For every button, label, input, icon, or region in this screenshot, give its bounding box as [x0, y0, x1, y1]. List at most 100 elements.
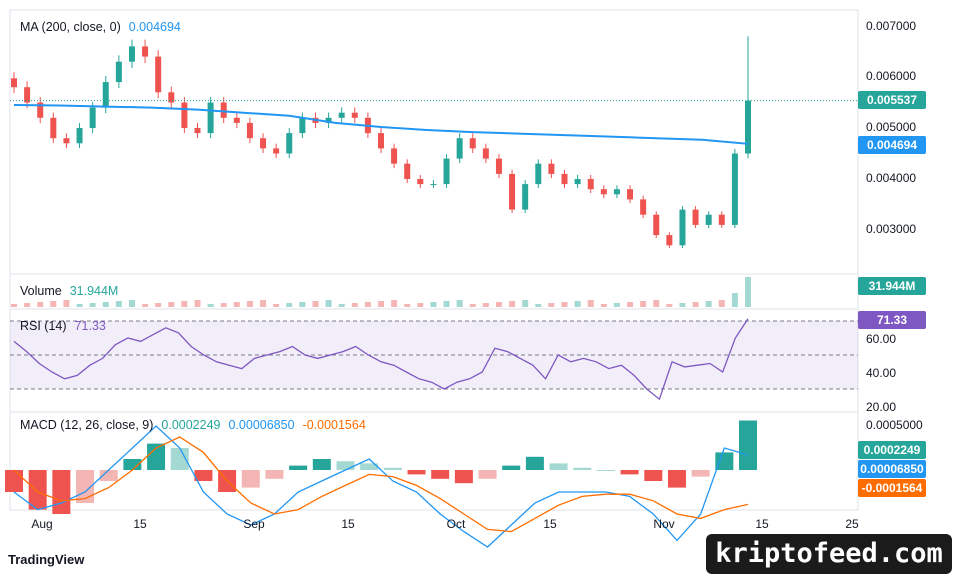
volume-bar: [653, 300, 660, 307]
macd-histogram-bar: [289, 465, 308, 470]
candle: [273, 148, 280, 154]
candle: [430, 184, 437, 186]
candle: [627, 189, 634, 200]
candle: [745, 100, 751, 154]
macd-hist-tag: 0.0002249: [858, 441, 926, 459]
ma-value-tag: 0.004694: [858, 136, 926, 154]
candle: [142, 46, 149, 57]
volume-bar: [679, 303, 686, 307]
candle: [260, 138, 267, 149]
x-tick: 25: [845, 517, 859, 531]
volume-bar: [286, 303, 293, 307]
current-price-tag: 0.005537: [858, 91, 926, 109]
volume-legend: Volume 31.944M: [20, 284, 118, 298]
candle: [718, 214, 725, 225]
volume-bar: [535, 304, 542, 307]
candle: [548, 163, 555, 174]
price-tick: 0.005000: [866, 120, 917, 134]
macd-histogram-bar: [241, 470, 260, 488]
candle: [338, 112, 345, 118]
macd-histogram-bar: [573, 467, 592, 470]
candle: [351, 112, 358, 118]
volume-bar: [273, 304, 280, 307]
macd-histogram-bar: [170, 448, 189, 470]
macd-histogram-bar: [407, 470, 426, 475]
rsi-tick: 40.00: [866, 366, 897, 380]
macd-histogram-bar: [99, 470, 118, 481]
signal-line: [13, 436, 749, 533]
macd-legend-title: MACD (12, 26, close, 9): [20, 418, 154, 432]
candle: [378, 133, 384, 149]
volume-bar: [509, 301, 516, 307]
macd-histogram-bar: [28, 470, 47, 510]
macd-line: [13, 425, 749, 548]
volume-bar: [142, 304, 149, 307]
candle: [613, 189, 620, 195]
volume-bar: [260, 300, 267, 307]
volume-legend-value: 31.944M: [69, 284, 119, 298]
candle: [207, 102, 214, 134]
candle: [522, 184, 529, 210]
candle: [89, 107, 96, 128]
macd-histogram-bar: [478, 470, 497, 479]
macd-histogram-bar: [620, 470, 639, 475]
candle: [37, 102, 44, 118]
volume-bar: [587, 300, 594, 307]
watermark: kriptofeed.com: [706, 534, 952, 574]
macd-histogram-bar: [715, 452, 734, 470]
tradingview-logo[interactable]: TradingView: [8, 552, 84, 567]
candle: [600, 189, 607, 195]
volume-bar: [24, 303, 31, 307]
volume-bar: [63, 300, 70, 307]
candle: [509, 173, 516, 210]
candle: [286, 133, 293, 154]
candle: [653, 214, 660, 236]
rsi-line: [13, 318, 749, 401]
volume-bar: [155, 303, 162, 307]
candle: [63, 138, 70, 144]
volume-bar: [233, 302, 240, 307]
candle: [155, 56, 162, 93]
volume-bar: [404, 304, 411, 307]
volume-bar: [364, 302, 371, 307]
price-tick: 0.003000: [866, 222, 917, 236]
volume-bar: [50, 301, 57, 307]
rsi-tick: 20.00: [866, 400, 897, 414]
candle: [233, 117, 240, 123]
volume-bar: [181, 301, 188, 307]
price-tick: 0.004000: [866, 171, 917, 185]
macd-histogram-bar: [525, 456, 544, 470]
candle: [640, 199, 647, 215]
volume-bar: [456, 300, 463, 307]
macd-histogram-bar: [194, 470, 213, 481]
candle: [666, 235, 673, 246]
candle: [692, 209, 699, 225]
volume-bar: [128, 300, 135, 307]
candle: [325, 117, 332, 123]
x-tick: 15: [341, 517, 355, 531]
candle: [220, 102, 227, 118]
macd-histogram-bar: [691, 470, 710, 477]
volume-bar: [482, 303, 489, 307]
candle: [50, 117, 57, 139]
macd-histogram-bar: [360, 463, 379, 470]
candle: [417, 179, 424, 185]
candle: [587, 179, 594, 190]
macd-signal-tag: -0.0001564: [858, 479, 926, 497]
volume-bar: [613, 303, 620, 307]
volume-bar: [168, 302, 175, 307]
macd-histogram-bar: [644, 470, 663, 481]
macd-histogram-bar: [265, 470, 284, 479]
candle: [482, 148, 489, 159]
volume-bar: [312, 301, 319, 307]
ma-legend-value: 0.004694: [128, 20, 181, 34]
volume-bar: [522, 300, 529, 307]
volume-bar: [11, 304, 17, 307]
x-tick: Sep: [243, 517, 265, 531]
candle: [404, 163, 411, 179]
volume-bar: [718, 300, 725, 307]
candle: [76, 128, 83, 144]
macd-histogram-bar: [312, 459, 331, 470]
macd-histogram-bar: [123, 459, 142, 470]
